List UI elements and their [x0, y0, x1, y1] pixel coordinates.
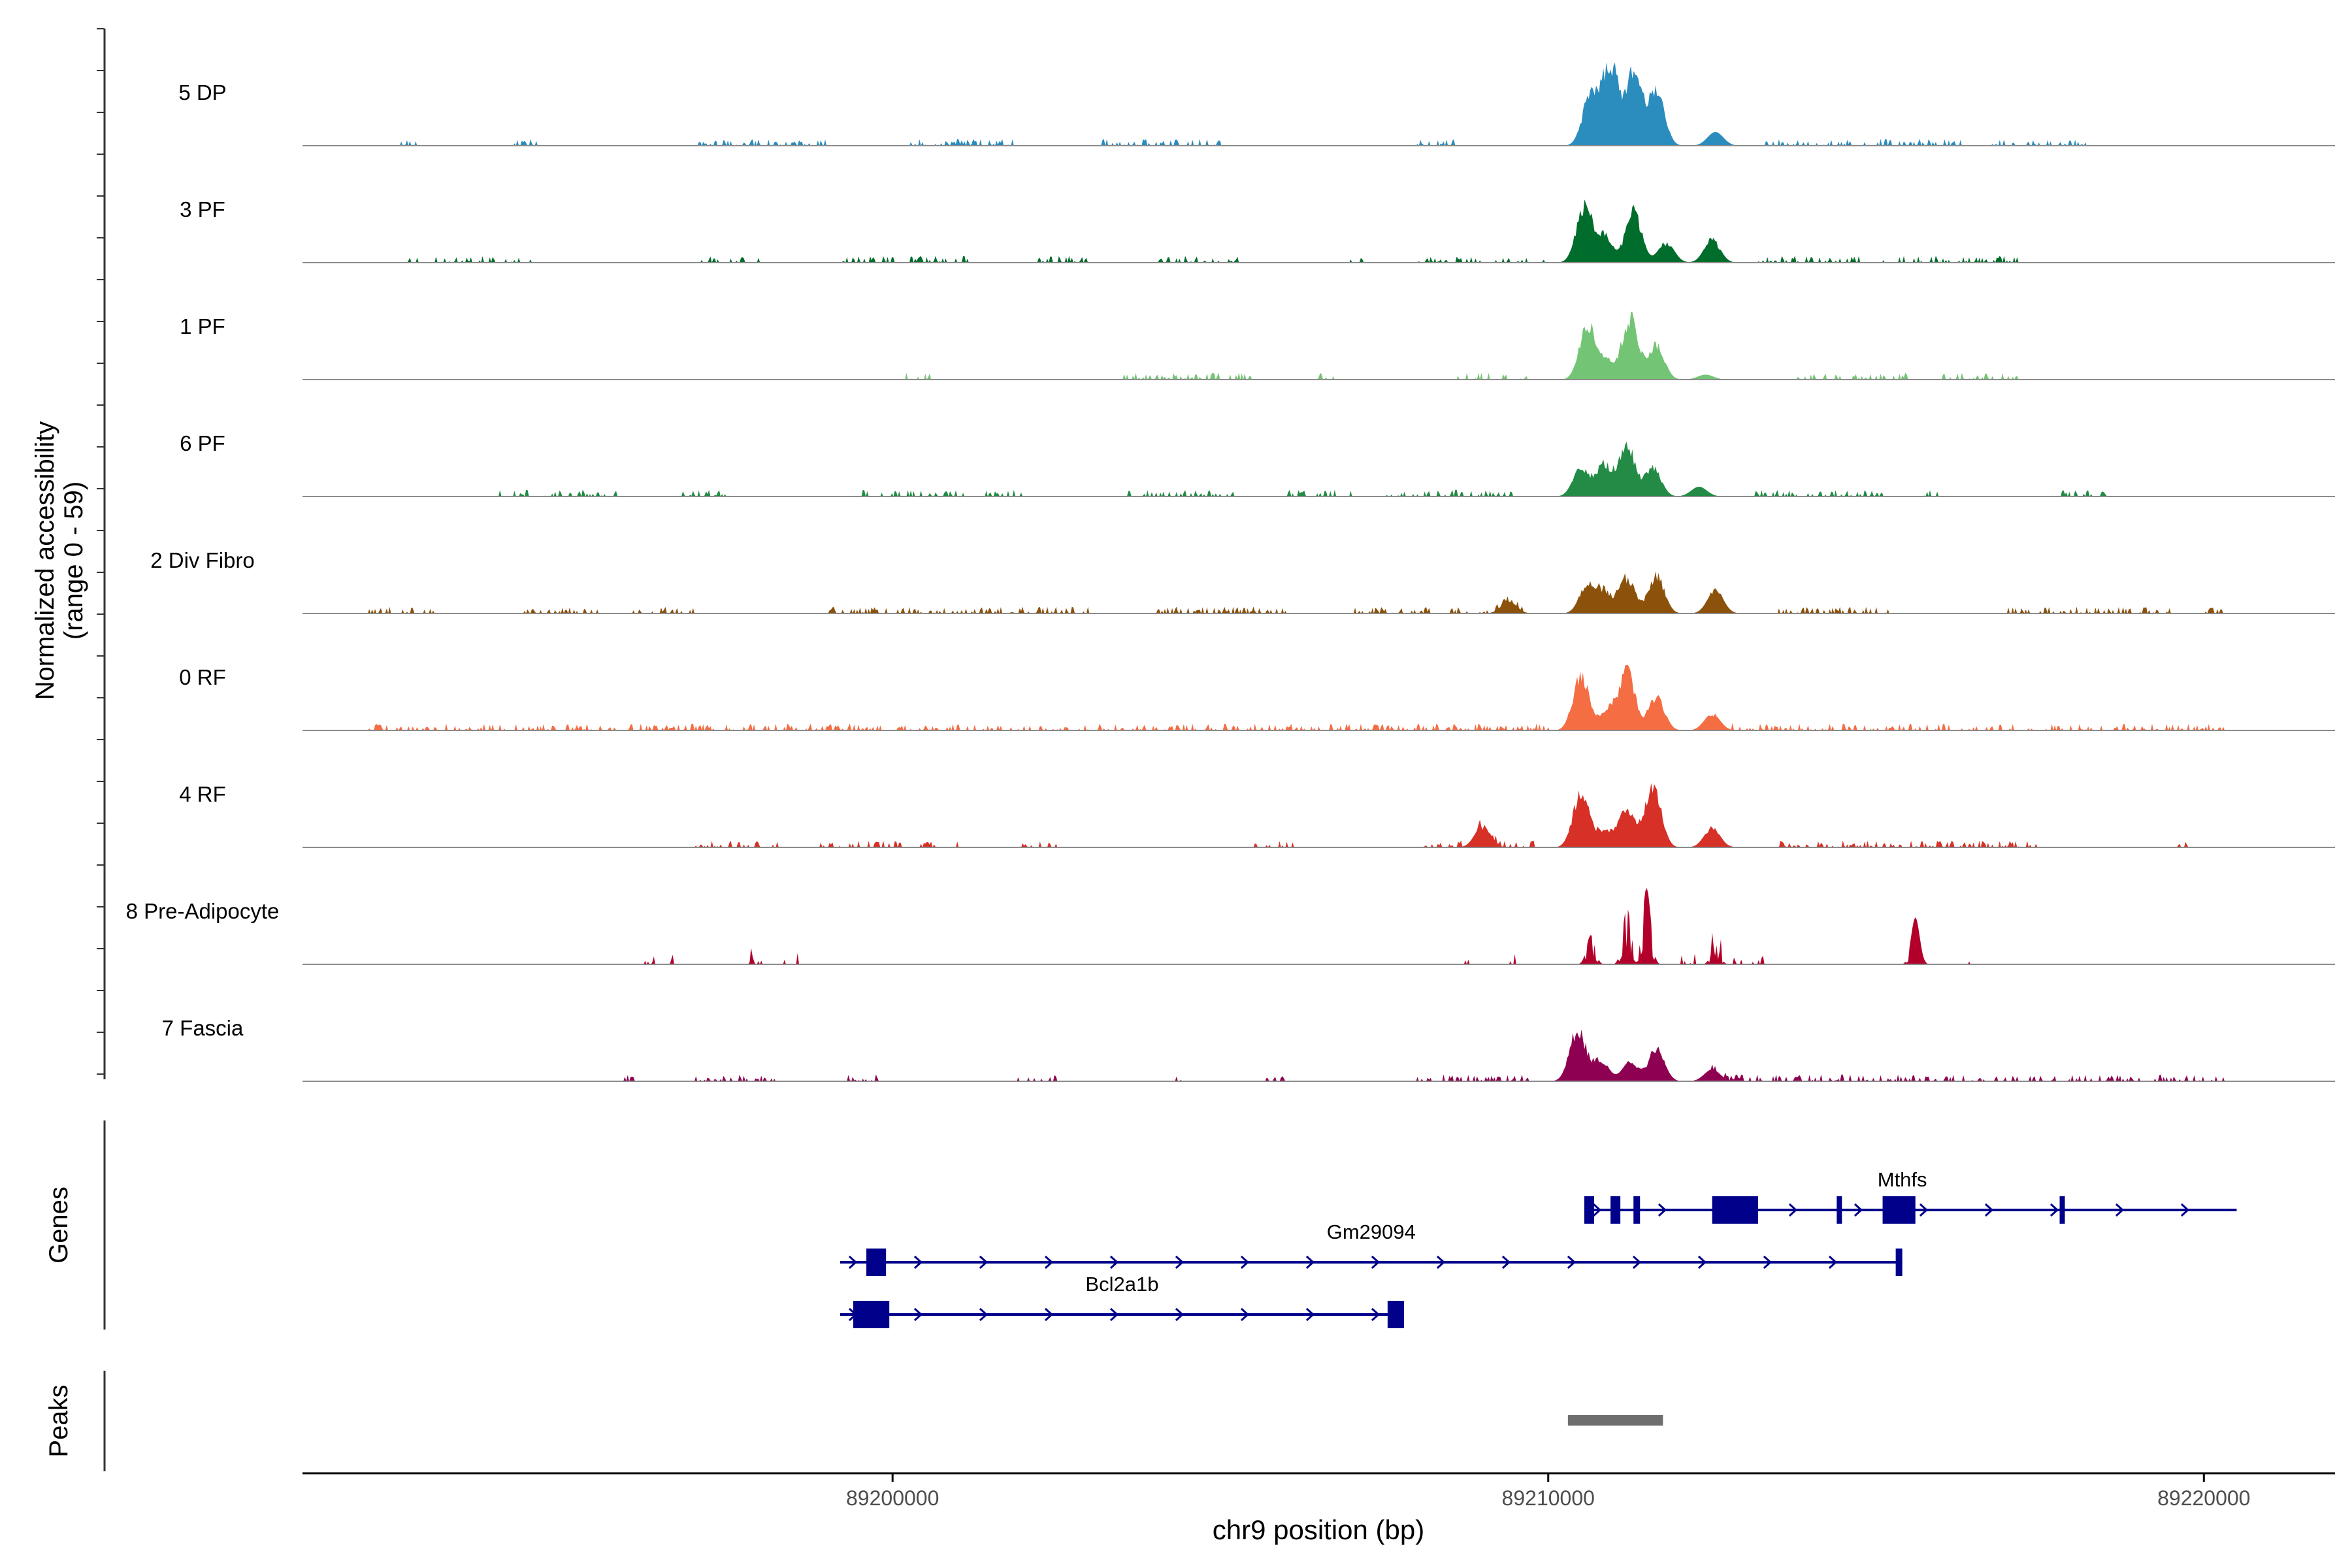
coverage-area	[302, 442, 2335, 497]
strand-arrow	[1175, 1255, 1184, 1269]
coverage-area	[302, 888, 2335, 964]
genes-track-label: Genes	[44, 1186, 73, 1264]
coverage-y-label-range: (range 0 - 59)	[59, 482, 88, 640]
strand-arrow	[1501, 1255, 1511, 1269]
gene-exon	[2059, 1196, 2065, 1224]
coverage-track: 4 RF	[179, 782, 2335, 848]
gene-name: Gm29094	[1327, 1220, 1416, 1243]
coverage-track: 3 PF	[180, 197, 2335, 263]
strand-arrow	[1109, 1307, 1119, 1322]
gene-model: Gm29094	[840, 1220, 1903, 1276]
track-label: 6 PF	[180, 431, 225, 455]
strand-arrow	[979, 1255, 988, 1269]
x-tick-label: 89200000	[846, 1486, 939, 1510]
x-ticks: 89200000 89210000 89220000	[846, 1473, 2250, 1510]
track-label: 5 DP	[178, 80, 226, 105]
x-tick-label: 89220000	[2157, 1486, 2250, 1510]
gene-exon	[1882, 1196, 1916, 1224]
genes-track: Mthfs Gm29094 Bcl2a1b	[840, 1168, 2237, 1328]
gene-model: Bcl2a1b	[840, 1273, 1404, 1328]
coverage-track: 6 PF	[180, 431, 2335, 497]
x-axis-label: chr9 position (bp)	[1213, 1514, 1425, 1545]
strand-arrow	[1109, 1255, 1119, 1269]
gene-exon	[853, 1301, 890, 1328]
coverage-area	[302, 783, 2335, 847]
coverage-area	[302, 312, 2335, 380]
track-label: 4 RF	[179, 782, 226, 806]
gene-exon	[1584, 1196, 1594, 1224]
strand-arrow	[1788, 1203, 1798, 1217]
coverage-track: 5 DP	[178, 62, 2335, 146]
track-label: 3 PF	[180, 197, 225, 221]
strand-arrow	[1240, 1307, 1250, 1322]
gene-exon	[1633, 1196, 1641, 1224]
coverage-track: 7 Fascia	[162, 1016, 2335, 1082]
gene-exon	[1610, 1196, 1621, 1224]
coverage-tracks: 5 DP 3 PF 1 PF 6 PF 2 Div Fibro 0 RF 4 RF 8 Pre…	[126, 62, 2335, 1082]
peaks-track	[1567, 1415, 1663, 1426]
gene-exon	[1895, 1249, 1903, 1276]
gene-exon	[1837, 1196, 1842, 1224]
strand-arrow	[1828, 1255, 1838, 1269]
gene-name: Bcl2a1b	[1085, 1273, 1158, 1296]
strand-arrow	[913, 1255, 923, 1269]
peak-region	[1567, 1415, 1663, 1426]
coverage-area	[302, 62, 2335, 146]
strand-arrow	[1044, 1307, 1054, 1322]
strand-arrow	[1371, 1255, 1380, 1269]
strand-arrow	[1697, 1255, 1707, 1269]
coverage-area	[302, 571, 2335, 613]
peaks-track-label: Peaks	[44, 1384, 73, 1457]
coverage-area	[302, 664, 2335, 730]
strand-arrow	[913, 1307, 923, 1322]
strand-arrow	[1592, 1203, 1602, 1217]
strand-arrow	[2180, 1203, 2190, 1217]
strand-arrow	[1305, 1255, 1315, 1269]
track-label: 7 Fascia	[162, 1016, 244, 1040]
strand-arrow	[1919, 1203, 1929, 1217]
coverage-track: 8 Pre-Adipocyte	[126, 888, 2335, 965]
track-label: 0 RF	[179, 665, 226, 689]
coverage-track: 2 Div Fibro	[150, 548, 2335, 614]
track-label: 1 PF	[180, 314, 225, 338]
gene-exon	[866, 1249, 887, 1276]
strand-arrow	[979, 1307, 988, 1322]
coverage-y-ticks	[97, 28, 105, 1075]
gene-name: Mthfs	[1878, 1168, 1927, 1191]
strand-arrow	[1763, 1255, 1772, 1269]
gene-model: Mthfs	[1584, 1168, 2237, 1224]
strand-arrow	[1984, 1203, 1994, 1217]
strand-arrow	[1436, 1255, 1446, 1269]
strand-arrow	[1175, 1307, 1184, 1322]
coverage-track: 1 PF	[180, 312, 2335, 380]
track-label: 8 Pre-Adipocyte	[126, 899, 280, 923]
coverage-area	[302, 1029, 2335, 1081]
strand-arrow	[1371, 1307, 1380, 1322]
strand-arrow	[1658, 1203, 1667, 1217]
strand-arrow	[2115, 1203, 2125, 1217]
strand-arrow	[1240, 1255, 1250, 1269]
strand-arrow	[1632, 1255, 1642, 1269]
strand-arrow	[1854, 1203, 1863, 1217]
strand-arrow	[1567, 1255, 1576, 1269]
strand-arrow	[848, 1255, 858, 1269]
strand-arrow	[1044, 1255, 1054, 1269]
track-label: 2 Div Fibro	[150, 548, 255, 572]
x-tick-label: 89210000	[1502, 1486, 1595, 1510]
gene-exon	[1712, 1196, 1758, 1224]
strand-arrow	[1305, 1307, 1315, 1322]
coverage-area	[302, 199, 2335, 263]
strand-arrow	[2050, 1203, 2059, 1217]
gene-exon	[1387, 1301, 1404, 1328]
coverage-y-label: Normalized accessibility	[31, 421, 59, 700]
coverage-track: 0 RF	[179, 664, 2335, 731]
